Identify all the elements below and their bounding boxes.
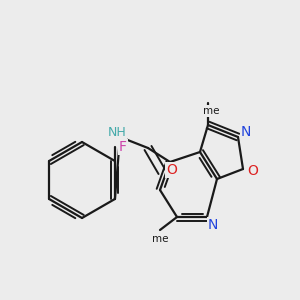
Text: F: F <box>119 140 127 154</box>
Text: O: O <box>167 163 177 177</box>
Text: N: N <box>208 218 218 232</box>
Text: me: me <box>203 106 219 116</box>
Text: me: me <box>152 234 168 244</box>
Text: NH: NH <box>108 125 126 139</box>
Text: N: N <box>241 125 251 139</box>
Text: O: O <box>248 164 258 178</box>
